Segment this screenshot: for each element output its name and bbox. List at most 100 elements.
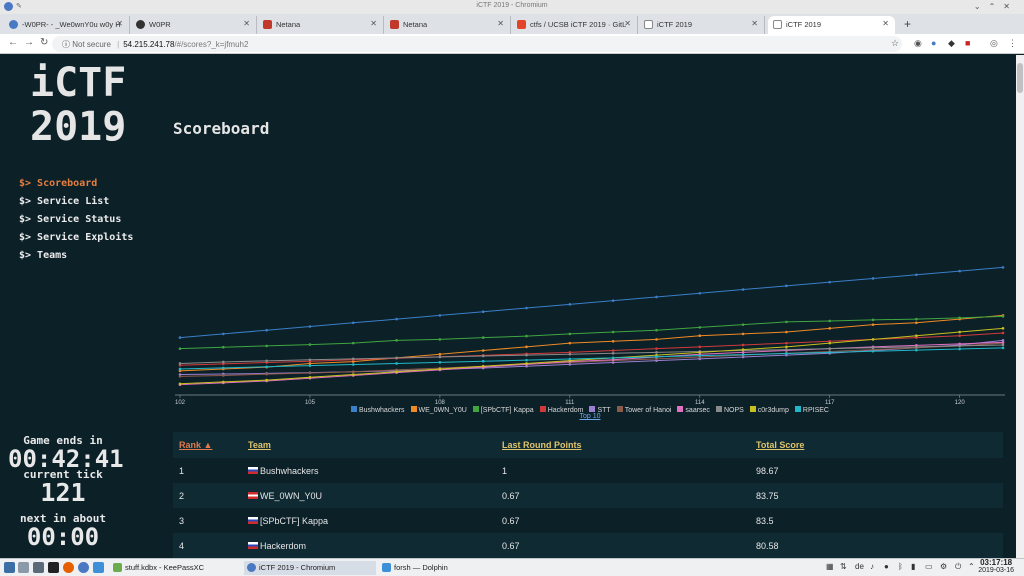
data-point[interactable] bbox=[308, 362, 312, 365]
data-point[interactable] bbox=[222, 380, 225, 384]
data-point[interactable] bbox=[438, 352, 442, 356]
data-point[interactable] bbox=[222, 360, 225, 364]
data-point[interactable] bbox=[655, 351, 658, 354]
site-logo[interactable]: iCTF 2019 bbox=[30, 61, 126, 149]
data-point[interactable] bbox=[395, 356, 398, 360]
data-point[interactable] bbox=[178, 375, 182, 378]
pin-icon[interactable]: ✎ bbox=[16, 3, 22, 10]
data-point[interactable] bbox=[611, 330, 615, 334]
data-point[interactable] bbox=[395, 339, 398, 342]
data-point[interactable] bbox=[438, 367, 442, 371]
data-point[interactable] bbox=[395, 370, 398, 374]
data-point[interactable] bbox=[438, 361, 442, 364]
data-point[interactable] bbox=[525, 362, 528, 365]
data-point[interactable] bbox=[958, 330, 961, 334]
data-point[interactable] bbox=[655, 359, 658, 362]
data-point[interactable] bbox=[568, 363, 572, 366]
data-point[interactable] bbox=[611, 356, 615, 360]
data-point[interactable] bbox=[958, 342, 961, 346]
data-point[interactable] bbox=[351, 357, 355, 361]
close-tab-icon[interactable]: ✕ bbox=[370, 19, 377, 28]
data-point[interactable] bbox=[438, 338, 442, 341]
data-point[interactable] bbox=[698, 291, 702, 295]
data-point[interactable] bbox=[871, 349, 875, 353]
data-point[interactable] bbox=[828, 351, 832, 354]
window-controls[interactable]: ⌄⌃✕ bbox=[974, 2, 1018, 11]
chromium-icon[interactable] bbox=[78, 562, 89, 573]
bookmark-star-icon[interactable]: ☆ bbox=[891, 38, 900, 48]
data-point[interactable] bbox=[611, 358, 615, 362]
data-point[interactable] bbox=[351, 341, 355, 345]
legend-item[interactable]: WE_0WN_Y0U bbox=[410, 406, 467, 414]
table-row[interactable]: 1 Bushwhackers 1 98.67 bbox=[173, 458, 1003, 483]
data-point[interactable] bbox=[265, 344, 268, 348]
data-point[interactable] bbox=[222, 374, 225, 377]
data-point[interactable] bbox=[741, 288, 745, 291]
data-point[interactable] bbox=[178, 363, 182, 367]
column-header-team[interactable]: Team bbox=[248, 440, 271, 450]
data-point[interactable] bbox=[178, 367, 182, 371]
data-point[interactable] bbox=[958, 334, 961, 338]
data-point[interactable] bbox=[308, 371, 312, 375]
data-point[interactable] bbox=[741, 332, 745, 336]
page-scrollbar[interactable] bbox=[1016, 55, 1024, 558]
data-point[interactable] bbox=[741, 323, 745, 326]
clipboard-icon[interactable]: ▦ bbox=[826, 562, 834, 571]
extension-icon[interactable]: ● bbox=[931, 38, 937, 48]
data-point[interactable] bbox=[785, 320, 788, 324]
data-point[interactable] bbox=[698, 351, 702, 354]
browser-tab[interactable]: Netana ✕ bbox=[258, 16, 384, 34]
data-point[interactable] bbox=[958, 316, 961, 320]
data-point[interactable] bbox=[1001, 315, 1005, 318]
camera-icon[interactable]: ◉ bbox=[914, 38, 922, 48]
close-tab-icon[interactable]: ✕ bbox=[116, 19, 123, 28]
legend-item[interactable]: [SPbCTF] Kappa bbox=[472, 406, 534, 414]
terminal-icon[interactable] bbox=[48, 562, 59, 573]
data-point[interactable] bbox=[828, 341, 832, 345]
settings-icon[interactable]: ⚙ bbox=[940, 562, 948, 571]
data-point[interactable] bbox=[395, 362, 398, 365]
data-point[interactable] bbox=[308, 358, 312, 362]
data-point[interactable] bbox=[741, 351, 745, 354]
battery-icon[interactable]: ▮ bbox=[911, 562, 916, 571]
bluetooth-icon[interactable]: ᛒ bbox=[898, 562, 903, 571]
close-tab-icon[interactable]: ✕ bbox=[243, 19, 250, 28]
firefox-icon[interactable] bbox=[63, 562, 74, 573]
data-point[interactable] bbox=[178, 369, 182, 373]
data-point[interactable] bbox=[785, 284, 788, 288]
data-point[interactable] bbox=[178, 336, 182, 339]
data-point[interactable] bbox=[871, 323, 875, 326]
tray-expand-icon[interactable]: ⌃ bbox=[968, 562, 975, 571]
new-tab-button[interactable]: + bbox=[904, 17, 912, 31]
network-icon[interactable]: ⇅ bbox=[840, 562, 847, 571]
data-point[interactable] bbox=[741, 353, 745, 356]
data-point[interactable] bbox=[698, 357, 702, 361]
data-point[interactable] bbox=[308, 364, 312, 367]
minimize-icon[interactable]: ⌄ bbox=[973, 2, 989, 11]
data-point[interactable] bbox=[568, 352, 572, 356]
data-point[interactable] bbox=[568, 341, 572, 345]
data-point[interactable] bbox=[871, 338, 875, 341]
data-point[interactable] bbox=[265, 328, 268, 332]
legend-item[interactable]: Bushwhackers bbox=[351, 406, 405, 414]
data-point[interactable] bbox=[741, 355, 745, 359]
data-point[interactable] bbox=[395, 317, 398, 321]
data-point[interactable] bbox=[568, 303, 572, 306]
data-point[interactable] bbox=[525, 306, 528, 310]
extension-icon[interactable]: ◆ bbox=[948, 38, 955, 48]
data-point[interactable] bbox=[222, 345, 225, 349]
clock[interactable]: 03:17:18 2019-03-16 bbox=[978, 559, 1014, 575]
display-icon[interactable]: ▭ bbox=[925, 562, 933, 571]
legend-item[interactable]: c0r3dump bbox=[749, 406, 789, 414]
data-point[interactable] bbox=[308, 375, 312, 379]
data-point[interactable] bbox=[178, 382, 182, 386]
data-point[interactable] bbox=[915, 345, 918, 349]
data-point[interactable] bbox=[178, 347, 182, 350]
data-point[interactable] bbox=[785, 352, 788, 355]
data-point[interactable] bbox=[568, 357, 572, 361]
legend-item[interactable]: Hackerdom bbox=[539, 406, 583, 414]
data-point[interactable] bbox=[351, 370, 355, 374]
data-point[interactable] bbox=[222, 362, 225, 366]
data-point[interactable] bbox=[525, 334, 528, 338]
legend-item[interactable]: RPISEC bbox=[794, 406, 829, 414]
